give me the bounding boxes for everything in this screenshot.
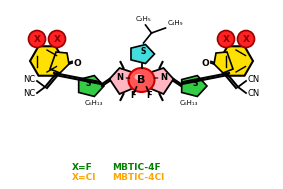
Text: X: X bbox=[53, 35, 61, 43]
Polygon shape bbox=[219, 46, 253, 76]
Text: S: S bbox=[85, 78, 91, 88]
Polygon shape bbox=[151, 68, 173, 94]
Circle shape bbox=[218, 30, 235, 47]
Text: C₆H₁₃: C₆H₁₃ bbox=[180, 100, 198, 106]
Text: S: S bbox=[141, 46, 146, 56]
Text: X: X bbox=[222, 35, 230, 43]
Text: MBTIC-4F: MBTIC-4F bbox=[112, 163, 161, 171]
Polygon shape bbox=[50, 52, 69, 73]
Text: =: = bbox=[125, 75, 130, 81]
Ellipse shape bbox=[128, 68, 155, 92]
Polygon shape bbox=[110, 68, 132, 94]
Text: =: = bbox=[153, 75, 158, 81]
Text: X=Cl: X=Cl bbox=[72, 174, 97, 183]
Text: N: N bbox=[116, 74, 123, 83]
Polygon shape bbox=[182, 76, 207, 96]
Text: C₂H₅: C₂H₅ bbox=[136, 16, 151, 22]
Text: X=F: X=F bbox=[72, 163, 93, 171]
Circle shape bbox=[237, 30, 254, 47]
Text: X: X bbox=[33, 35, 40, 43]
Text: O: O bbox=[74, 59, 82, 67]
Text: F: F bbox=[131, 91, 136, 101]
Text: CN: CN bbox=[248, 90, 260, 98]
Text: N: N bbox=[160, 74, 167, 83]
Text: X: X bbox=[243, 35, 250, 43]
Text: MBTIC-4Cl: MBTIC-4Cl bbox=[112, 174, 164, 183]
Text: C₆H₁₃: C₆H₁₃ bbox=[85, 100, 103, 106]
Text: CN: CN bbox=[248, 75, 260, 84]
Text: B: B bbox=[137, 75, 146, 85]
Text: NC: NC bbox=[23, 75, 35, 84]
Polygon shape bbox=[214, 52, 233, 73]
Circle shape bbox=[29, 30, 46, 47]
Ellipse shape bbox=[134, 74, 143, 80]
Text: NC: NC bbox=[23, 90, 35, 98]
Text: S: S bbox=[192, 78, 198, 88]
Text: F: F bbox=[147, 91, 152, 101]
Polygon shape bbox=[30, 46, 64, 76]
Polygon shape bbox=[79, 76, 104, 96]
Text: O: O bbox=[201, 59, 209, 67]
Text: C₄H₉: C₄H₉ bbox=[168, 20, 183, 26]
Circle shape bbox=[48, 30, 65, 47]
Polygon shape bbox=[131, 44, 155, 64]
